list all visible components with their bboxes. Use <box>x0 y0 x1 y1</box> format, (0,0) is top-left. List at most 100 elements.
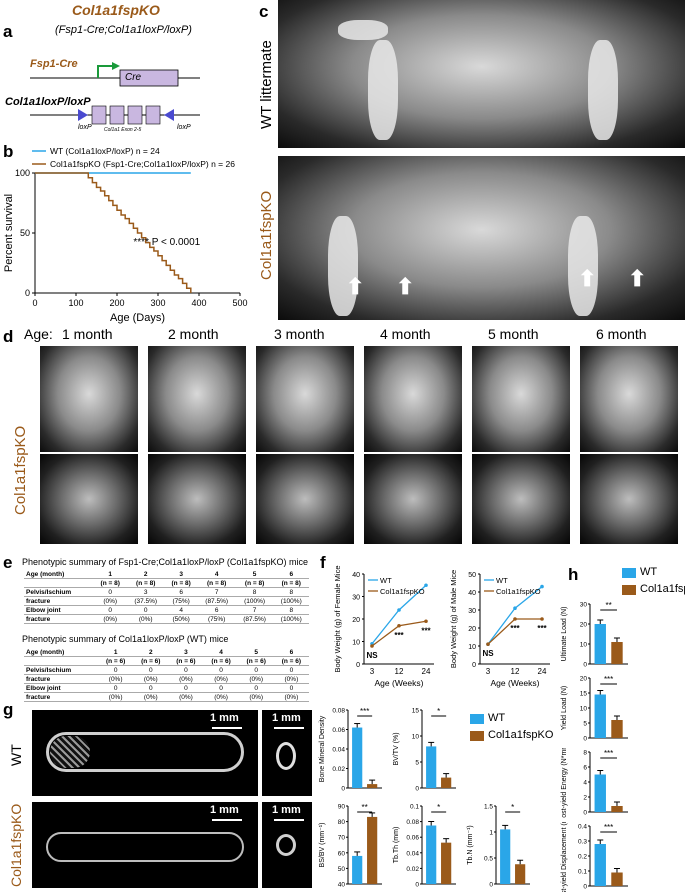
cre-box-label: Cre <box>125 72 142 83</box>
bmd-bar-chart: 0 0.02 0.04 0.06 0.08 Bone Mineral Density *** <box>319 707 382 793</box>
x-tick-label: 12 <box>395 667 404 676</box>
y-tick-label: 0 <box>489 882 493 889</box>
significance-label: ** <box>606 601 612 610</box>
y-axis-label: Tb.N (mm⁻¹) <box>467 825 474 864</box>
xray-5m-top <box>472 346 570 452</box>
y-tick-label: 0.04 <box>332 747 345 754</box>
significance-label: ** <box>362 803 368 812</box>
y-tick-label: 0.4 <box>578 824 587 831</box>
x-tick-label: 400 <box>191 298 206 308</box>
wt-table-title: Phenotypic summary of Col1a1loxP/loxP (W… <box>22 634 229 644</box>
y-tick-label: 1 <box>489 830 493 837</box>
fracture-arrow-icon: ⬆ <box>628 266 647 291</box>
legend-g-wt-swatch <box>470 714 484 724</box>
y-tick-label: 5 <box>583 721 587 728</box>
y-tick-label: 8 <box>583 750 587 757</box>
bar-WT <box>426 746 437 788</box>
y-tick-label: 15 <box>580 691 588 698</box>
age-label-2: 2 month <box>168 326 219 342</box>
y-tick-label: 0.3 <box>578 839 587 846</box>
exon-label: Col1a1 Exon 2-5 <box>104 127 142 133</box>
y-tick-label: 0 <box>583 736 587 743</box>
xray-6m-bottom <box>580 454 678 544</box>
y-tick-label: 1.5 <box>484 804 493 811</box>
age-label-3: 3 month <box>274 326 325 342</box>
x-tick-label: 24 <box>538 667 547 676</box>
col1a1-lox-label: Col1a1loxP/loxP <box>5 96 91 108</box>
post-yield-displacement-chart: 0 0.1 0.2 0.3 0.4 Post-yield Displacement (mm… <box>561 822 628 892</box>
y-tick-label: 30 <box>352 595 360 602</box>
x-tick-label: 3 <box>370 667 375 676</box>
x-axis-label: Age (Weeks) <box>491 678 540 688</box>
y-tick-label: 10 <box>352 640 360 647</box>
y-tick-label: 6 <box>583 765 587 772</box>
data-point <box>540 617 544 621</box>
significance-label: *** <box>421 626 431 635</box>
legend-label: Col1a1fspKO <box>496 587 541 596</box>
significance-label: *** <box>394 631 404 640</box>
significance-label: * <box>511 803 514 812</box>
bar-Col1a1fspKO <box>367 816 378 884</box>
female-weight-chart: 0 10 20 30 40 3 12 24 Age (Weeks) Body Weight (g)… <box>333 566 434 688</box>
ko-phenotype-table: Age (month) 1 2 3 4 5 6 (n = 8) (n = 8) (n = 8)(… <box>24 570 309 624</box>
fracture-arrow-icon: ⬆ <box>578 266 597 291</box>
loxp-left-icon <box>78 109 88 121</box>
data-point <box>397 608 401 612</box>
xray-1m-top <box>40 346 138 452</box>
y-axis-label: Bone Mineral Density <box>319 715 326 782</box>
x-tick-label: 300 <box>150 298 165 308</box>
bar-Col1a1fspKO <box>611 872 623 886</box>
age-label-1: 1 month <box>62 326 113 342</box>
bar-WT <box>352 727 363 788</box>
y-tick-label: 30 <box>468 608 476 615</box>
panel-label-f: f <box>320 553 326 572</box>
xray-3m-bottom <box>256 454 354 544</box>
loxp-right-label: loxP <box>177 124 191 131</box>
bar-Col1a1fspKO <box>611 642 623 664</box>
scale-label: 1 mm <box>272 712 301 724</box>
y-tick-label: 0.5 <box>484 856 493 863</box>
scale-bar <box>274 819 304 821</box>
y-tick-label: 20 <box>580 676 588 683</box>
data-point <box>513 617 517 621</box>
y-tick-label: 90 <box>338 804 346 811</box>
promoter-arrow-icon <box>97 65 112 78</box>
data-point <box>486 642 490 646</box>
legend-h-wt-label: WT <box>640 566 658 578</box>
x-tick-label: 100 <box>68 298 83 308</box>
significance-label: *** <box>510 624 520 633</box>
x-axis-label: Age (Weeks) <box>375 678 424 688</box>
y-tick-label: 0 <box>341 786 345 793</box>
legend-g-ko-swatch <box>470 731 484 741</box>
age-label-6: 6 month <box>596 326 647 342</box>
ko-label-c: Col1a1fspKO <box>258 190 275 280</box>
legend-label: Col1a1fspKO <box>380 587 425 596</box>
ko-table-title: Phenotypic summary of Fsp1-Cre;Col1a1lox… <box>22 557 308 567</box>
scale-label: 1 mm <box>272 804 301 816</box>
significance-label: * <box>437 707 440 716</box>
age-label-4: 4 month <box>380 326 431 342</box>
bar-WT <box>500 829 511 884</box>
bar-WT <box>426 825 437 884</box>
significance-label: NS <box>366 651 378 660</box>
data-point <box>424 583 428 588</box>
xray-5m-bottom <box>472 454 570 544</box>
post-yield-energy-chart: 0 2 4 6 8 Post-yield Energy (N*mm) *** <box>561 748 628 818</box>
age-label-5: 5 month <box>488 326 539 342</box>
wt-label-g: WT <box>8 744 24 766</box>
y-tick-label: 0 <box>583 810 587 817</box>
x-tick-label: 24 <box>422 667 431 676</box>
significance-label: NS <box>482 649 494 658</box>
wt-femur-ct: 1 mm <box>32 710 258 796</box>
y-tick-label: 15 <box>412 708 420 715</box>
y-tick-label: 0.06 <box>406 835 419 842</box>
y-tick-label: 10 <box>580 642 588 649</box>
bsbv-bar-chart: 40 50 60 70 80 90 BS/BV (mm⁻¹) ** <box>319 803 382 889</box>
wt-littermate-label: WT littermate <box>258 40 275 130</box>
y-tick-label: 0 <box>583 884 587 891</box>
bar-Col1a1fspKO <box>611 806 623 812</box>
y-tick-label: 20 <box>580 622 588 629</box>
y-tick-label: 20 <box>468 626 476 633</box>
legend-g-wt-label: WT <box>488 712 506 724</box>
y-tick-label: 50 <box>338 866 346 873</box>
